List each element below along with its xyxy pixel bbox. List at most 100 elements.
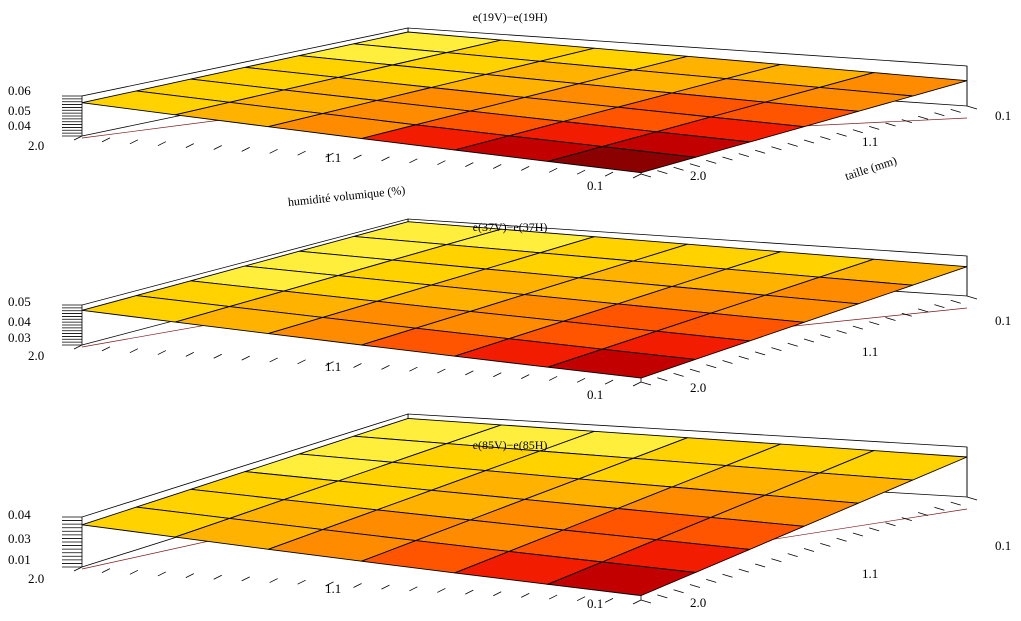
y-minor-tick (738, 355, 749, 360)
z-tick-label: 0.03 (8, 531, 31, 546)
x-minor-tick (437, 160, 446, 166)
x-minor-tick (548, 594, 558, 600)
y-tick-label: 2.0 (690, 380, 706, 395)
x-minor-tick (521, 374, 530, 379)
y-minor-tick (722, 360, 733, 364)
x-minor-tick (185, 143, 194, 148)
x-tick-label: 2.0 (28, 348, 44, 363)
y-minor-tick (722, 573, 733, 578)
x-minor-tick (437, 588, 446, 593)
x-minor-tick (297, 359, 306, 365)
y-minor-tick (852, 129, 864, 134)
y-minor-tick (787, 342, 798, 347)
y-minor-tick (836, 537, 847, 542)
x-minor-tick (632, 173, 642, 179)
x-tick-label: 2.0 (28, 138, 44, 153)
y-minor-tick (706, 579, 717, 583)
y-minor-tick (917, 115, 929, 120)
y-minor-tick (869, 321, 880, 326)
y-tick-label: 1.1 (862, 566, 878, 581)
x-minor-tick (632, 381, 642, 387)
x-minor-tick (157, 350, 167, 355)
y-minor-tick (934, 112, 945, 117)
x-minor-tick (381, 156, 390, 162)
y-minor-tick (706, 160, 717, 164)
surface-patch (547, 348, 696, 379)
y-minor-tick (754, 351, 766, 356)
y-minor-tick (640, 173, 652, 178)
x-tick-label: 1.1 (325, 581, 341, 596)
y-minor-tick (771, 347, 782, 351)
y-minor-tick (803, 139, 815, 144)
y-minor-tick (852, 532, 864, 537)
x-tick-label: 2.0 (28, 571, 44, 586)
y-tick-label: 2.0 (690, 168, 706, 183)
x-minor-tick (381, 364, 390, 370)
z-tick-label: 0.06 (8, 83, 31, 98)
y-minor-tick (934, 506, 945, 511)
y-minor-tick (869, 126, 880, 130)
y-minor-tick (640, 599, 652, 604)
x-minor-tick (353, 583, 362, 588)
y-minor-tick (771, 558, 782, 563)
x-minor-tick (353, 154, 362, 160)
y-minor-tick (950, 299, 961, 304)
y-minor-tick (689, 584, 701, 588)
x-minor-tick (213, 353, 222, 359)
chart-title: e(19V)−e(19H) (473, 10, 548, 24)
x-minor-tick (129, 348, 139, 354)
y-minor-tick (673, 373, 684, 377)
y-minor-tick (901, 119, 912, 123)
z-tick-label: 0.04 (8, 118, 31, 133)
x-minor-tick (465, 370, 474, 376)
y-minor-tick (950, 109, 961, 113)
x-tick-label: 1.1 (325, 150, 341, 165)
y-minor-tick (836, 132, 847, 137)
y-tick-label: 1.1 (862, 134, 878, 149)
x-minor-tick (297, 150, 306, 156)
y-minor-tick (706, 364, 717, 369)
x-minor-tick (409, 158, 418, 164)
y-minor-tick (787, 143, 798, 147)
chart-title: e(37V)−e(37H) (473, 220, 548, 234)
x-minor-tick (325, 581, 334, 587)
x-minor-tick (269, 148, 278, 154)
x-tick-label: 0.1 (587, 596, 603, 611)
y-minor-tick (689, 163, 701, 168)
y-minor-tick (754, 563, 766, 568)
y-tick-label: 2.0 (690, 595, 706, 610)
z-tick-label: 0.05 (8, 103, 31, 118)
x-tick-label: 0.1 (587, 387, 603, 402)
x-minor-tick (157, 571, 167, 577)
y-tick-label: 0.1 (995, 313, 1011, 328)
y-minor-tick (885, 122, 896, 127)
x-minor-tick (353, 363, 362, 368)
x-minor-tick (604, 171, 614, 177)
y-minor-tick (640, 381, 652, 386)
x-minor-tick (632, 599, 642, 605)
y-minor-tick (673, 589, 684, 594)
x-minor-tick (269, 578, 278, 583)
y-minor-tick (917, 308, 929, 313)
x-minor-tick (521, 593, 530, 598)
x-minor-tick (465, 162, 474, 167)
z-tick-label: 0.04 (8, 314, 31, 329)
y-minor-tick (673, 166, 684, 171)
y-minor-tick (966, 496, 978, 501)
x-minor-tick (576, 377, 586, 383)
y-minor-tick (722, 156, 733, 161)
x-tick-label: 1.1 (325, 359, 341, 374)
z-tick-label: 0.05 (8, 294, 31, 309)
x-minor-tick (493, 591, 502, 597)
surface-patch (547, 146, 696, 174)
y-minor-tick (820, 542, 831, 547)
x-minor-tick (129, 569, 139, 575)
y-minor-tick (885, 522, 896, 527)
x-minor-tick (73, 344, 83, 350)
x-minor-tick (101, 568, 111, 574)
x-minor-tick (73, 566, 83, 572)
x-minor-tick (269, 357, 278, 363)
x-minor-tick (241, 147, 250, 152)
x-minor-tick (157, 141, 167, 147)
y-minor-tick (934, 304, 945, 308)
